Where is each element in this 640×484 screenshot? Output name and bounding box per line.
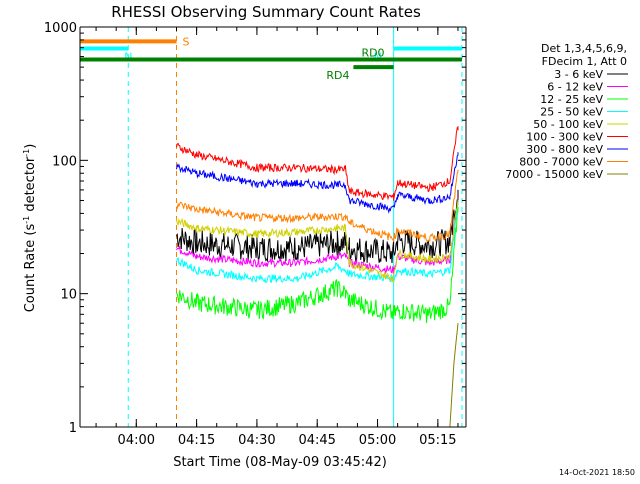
x-tick-label: 04:45 (298, 433, 335, 448)
series-line (176, 189, 459, 264)
y-tick-label: 10 (60, 288, 77, 303)
series-line (449, 323, 459, 428)
legend-entry-label: 300 - 800 keV (526, 143, 603, 156)
legend-entry-label: 12 - 25 keV (540, 93, 603, 106)
legend-entry-label: 800 - 7000 keV (519, 156, 603, 169)
x-tick-label: 05:00 (359, 433, 396, 448)
legend-entry-label: 7000 - 15000 keV (505, 168, 603, 181)
legend-entry-label: 3 - 6 keV (554, 68, 603, 81)
legend-entry-label: 6 - 12 keV (547, 81, 603, 94)
series-line (176, 199, 459, 275)
x-ticks: 04:00 04:15 04:30 04:45 05:00 05:15 (95, 27, 459, 448)
y-tick-label: 1000 (44, 21, 77, 36)
series-lines (176, 126, 459, 428)
legend-entry-label: 50 - 100 keV (533, 118, 603, 131)
annotation-label: N (374, 50, 382, 63)
x-tick-label: 04:00 (118, 433, 155, 448)
y-ticks: 1 10 100 1000 (44, 21, 466, 436)
chart-title: RHESSI Observing Summary Count Rates (111, 3, 421, 21)
y-tick-label: 1 (69, 421, 77, 436)
x-tick-label: 04:30 (238, 433, 275, 448)
annotation-label: RD4 (326, 69, 349, 82)
x-axis-label: Start Time (08-May-09 03:45:42) (173, 455, 387, 470)
vertical-markers (79, 27, 463, 427)
series-line (176, 152, 459, 214)
annotation-label: N (124, 50, 132, 63)
x-tick-label: 05:15 (419, 433, 456, 448)
annotation-label: S (183, 35, 190, 48)
legend: Det 1,3,4,5,6,9, FDecim 1, Att 0 3 - 6 k… (505, 42, 628, 181)
footer-date: 14-Oct-2021 18:50 (559, 468, 635, 477)
legend-header-line2: FDecim 1, Att 0 (542, 55, 627, 68)
series-line (176, 169, 459, 243)
annotation-label: RD0 (361, 47, 384, 60)
x-tick-label: 04:15 (178, 433, 215, 448)
series-line (176, 206, 459, 324)
legend-entry-label: 100 - 300 keV (526, 131, 603, 144)
axes (79, 26, 467, 428)
series-line (176, 202, 459, 284)
series-line (176, 126, 459, 201)
series-line (176, 200, 459, 283)
y-axis-label: Count Rate (s-1 detector-1) (22, 144, 38, 313)
legend-header-line1: Det 1,3,4,5,6,9, (541, 42, 627, 55)
y-tick-label: 100 (52, 154, 77, 169)
legend-entry-label: 25 - 50 keV (540, 106, 603, 119)
